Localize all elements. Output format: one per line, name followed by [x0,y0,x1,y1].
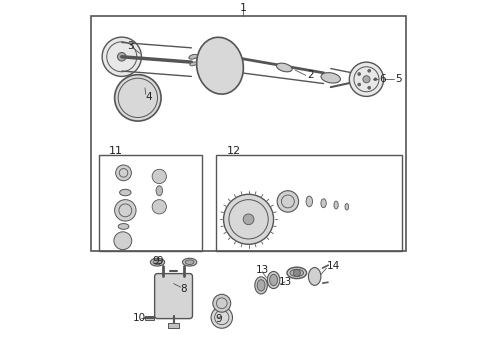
Ellipse shape [150,258,165,266]
Ellipse shape [189,54,197,59]
Circle shape [211,307,232,328]
Ellipse shape [257,280,265,291]
Text: 6: 6 [379,74,386,84]
Ellipse shape [255,277,268,294]
Text: 3: 3 [127,41,134,51]
Text: 12: 12 [227,147,241,157]
Circle shape [368,69,370,72]
Text: 11: 11 [109,147,123,157]
Ellipse shape [345,204,348,210]
Bar [217,155,402,251]
Circle shape [115,200,136,221]
Text: 9: 9 [216,314,222,324]
FancyBboxPatch shape [155,274,193,319]
Ellipse shape [182,258,197,266]
Ellipse shape [276,63,292,72]
Text: 2: 2 [308,69,314,80]
Ellipse shape [118,224,129,229]
Circle shape [368,86,370,89]
Circle shape [277,191,298,212]
Text: 9: 9 [156,256,163,266]
Circle shape [102,37,142,76]
Circle shape [243,214,254,225]
Circle shape [115,75,161,121]
Ellipse shape [156,186,163,196]
Ellipse shape [196,37,244,94]
Text: 1: 1 [240,3,246,13]
Circle shape [118,53,126,61]
FancyArrowPatch shape [323,282,328,283]
Circle shape [363,76,370,83]
Circle shape [358,73,361,76]
Text: 9: 9 [152,256,159,266]
Circle shape [358,83,361,86]
Circle shape [114,232,132,250]
FancyArrowPatch shape [322,265,328,268]
Circle shape [374,78,377,81]
Circle shape [152,169,167,184]
Circle shape [293,269,300,276]
Circle shape [152,200,167,214]
Bar [145,316,154,320]
Ellipse shape [268,271,280,289]
Ellipse shape [334,201,338,209]
Ellipse shape [306,196,313,207]
Text: 5: 5 [395,74,402,84]
Ellipse shape [287,267,307,279]
Text: 8: 8 [181,284,187,294]
Circle shape [116,165,131,181]
Ellipse shape [321,73,341,83]
Bar [92,16,406,251]
Ellipse shape [190,62,196,66]
Ellipse shape [270,274,277,286]
Circle shape [213,294,231,312]
Ellipse shape [120,189,131,196]
Circle shape [223,194,273,244]
Ellipse shape [308,267,321,285]
Text: 4: 4 [145,92,151,102]
Circle shape [349,62,384,96]
Text: 13: 13 [279,277,292,287]
Text: 13: 13 [256,265,269,275]
Ellipse shape [153,260,162,265]
Bar [98,155,202,251]
Bar [168,323,179,328]
Ellipse shape [185,260,194,265]
Text: 14: 14 [327,261,341,271]
Ellipse shape [321,199,326,208]
Text: 10: 10 [132,313,146,323]
Ellipse shape [290,269,304,276]
